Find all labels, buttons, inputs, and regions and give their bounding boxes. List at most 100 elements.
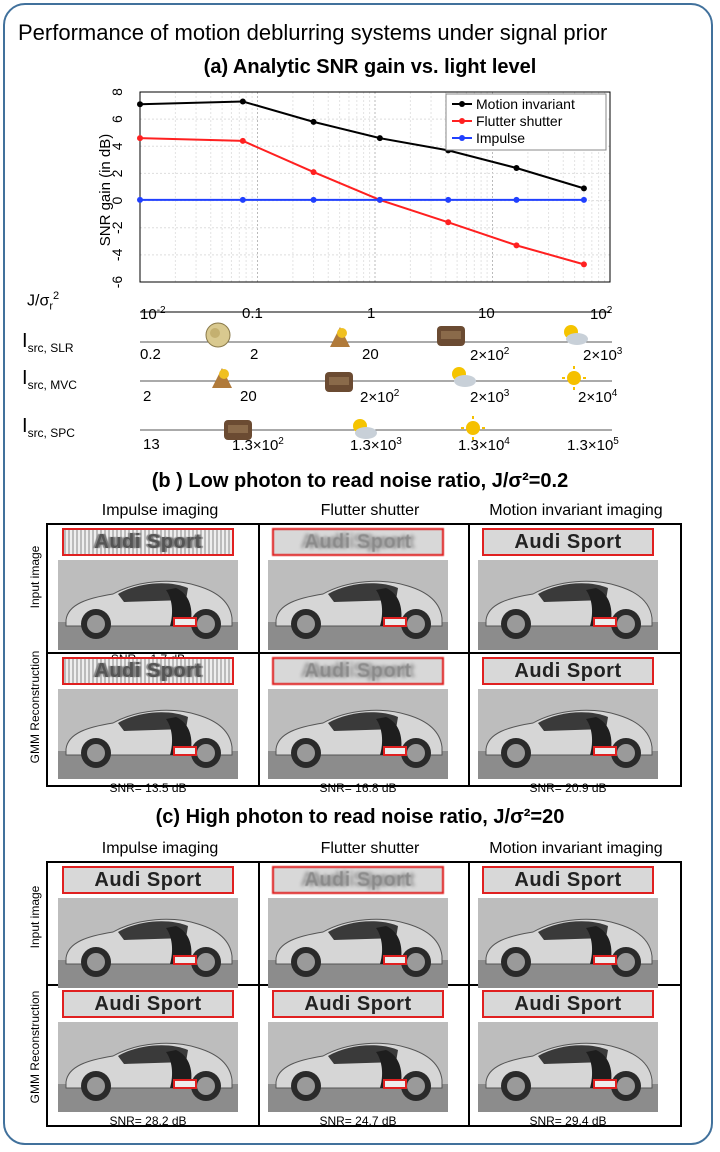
y-tick-label: -6 [109, 276, 125, 289]
snr-label: SNR= 24.7 dB [319, 1114, 397, 1128]
row-header: Input image [28, 885, 42, 949]
x-tick-label: 102 [590, 305, 613, 323]
legend-label: Impulse [476, 130, 525, 146]
legend-marker [459, 135, 465, 141]
chart-axes-box [139, 91, 611, 283]
sunrise-icon [212, 368, 232, 388]
light-scale-graphics [140, 311, 612, 440]
sofa-icon [437, 326, 465, 346]
text-crop: Audi Sport [272, 528, 444, 556]
image-panel: Audi Sport [268, 866, 448, 1011]
column-header: Motion invariant imaging [489, 840, 663, 857]
column-header: Flutter shutter [320, 502, 420, 519]
slr-label: Isrc, SLR [22, 330, 74, 355]
image-panel: Audi Sport [268, 528, 448, 673]
text-crop: Audi Sport [272, 990, 444, 1018]
image-panel: Audi Sport SNR= 28.2 dB [58, 990, 238, 1135]
data-point [513, 242, 520, 249]
section-b-grid [46, 523, 682, 787]
text-crop: Audi Sport [62, 528, 234, 556]
y-axis-label: SNR gain (in dB) [97, 134, 114, 247]
car-image [58, 689, 238, 779]
spc-value: 1.3×105 [567, 436, 619, 454]
text-crop: Audi Sport [272, 866, 444, 894]
x-tick-label: 10 [478, 305, 495, 322]
image-panel: Audi Sport SNR= 24.7 dB [268, 990, 448, 1135]
cloud-sun-icon [452, 367, 476, 387]
sun-icon [461, 416, 485, 440]
mvc-value: 2 [143, 388, 152, 405]
cloud-sun-icon [353, 419, 377, 439]
x-tick-label: 10-2 [140, 305, 166, 323]
data-point [239, 137, 246, 144]
spc-value: 1.3×103 [350, 436, 402, 454]
data-point [137, 101, 143, 108]
text-crop: Audi Sport [62, 866, 234, 894]
data-point [137, 196, 143, 203]
row-header: GMM Reconstruction [28, 990, 42, 1104]
image-panel: Audi Sport [478, 528, 658, 673]
data-point [239, 98, 246, 105]
y-tick-label: 2 [109, 169, 125, 177]
row-header: GMM Reconstruction [28, 650, 42, 764]
spc-value: 1.3×102 [232, 436, 284, 454]
column-header: Impulse imaging [101, 840, 219, 857]
data-point [310, 118, 317, 125]
slr-value: 2 [250, 346, 259, 363]
data-point [137, 135, 143, 142]
car-image [268, 1022, 448, 1112]
mvc-value: 2×103 [470, 388, 510, 406]
image-panel: Audi Sport SNR= 13.5 dB [58, 657, 238, 802]
text-crop: Audi Sport [272, 657, 444, 685]
column-header: Impulse imaging [101, 502, 219, 519]
legend-marker [459, 118, 465, 124]
car-image [58, 1022, 238, 1112]
snr-label: SNR= 28.2 dB [109, 1114, 187, 1128]
data-point [310, 196, 317, 203]
y-tick-label: -2 [109, 221, 125, 234]
column-header: Motion invariant imaging [489, 502, 663, 519]
slr-value: 2×103 [583, 346, 623, 364]
chart-series [137, 98, 587, 268]
car-image [268, 898, 448, 988]
x-tick-label: 0.1 [242, 305, 263, 322]
snr-label: SNR= 13.5 dB [109, 781, 187, 795]
y-tick-label: -4 [109, 248, 125, 261]
text-crop: Audi Sport [482, 866, 654, 894]
y-tick-label: 0 [109, 196, 125, 204]
data-point [580, 196, 587, 203]
snr-label: SNR= 20.9 dB [529, 781, 607, 795]
data-point [580, 185, 587, 192]
mvc-value: 2×102 [360, 388, 400, 406]
snr-gain-chart: 8 6 4 2 0 -2 -4 -6 SNR gain (in dB) Motion inva… [97, 88, 611, 289]
spc-value: 13 [143, 436, 160, 453]
figure-title: Performance of motion deblurring systems… [18, 20, 608, 45]
sofa-icon [224, 420, 252, 440]
figure-frame [3, 3, 713, 1145]
image-panel: Audi Sport SNR= 20.9 dB [478, 657, 658, 802]
spc-label: Isrc, SPC [22, 415, 75, 440]
slr-value: 20 [362, 346, 379, 363]
y-tick-label: 6 [109, 115, 125, 123]
data-point [580, 261, 587, 268]
car-image [58, 898, 238, 988]
text-crop: Audi Sport [482, 657, 654, 685]
image-panel: Audi Sport SNR= 29.4 dB [478, 990, 658, 1135]
moon-icon [205, 322, 231, 348]
data-point [239, 196, 246, 203]
legend-label: Motion invariant [476, 96, 575, 112]
legend-label: Flutter shutter [476, 113, 563, 129]
text-crop: Audi Sport [482, 990, 654, 1018]
data-point [513, 165, 520, 171]
y-tick-label: 4 [109, 142, 125, 150]
x-axis-label: J/σr2 [27, 290, 60, 313]
car-image [268, 560, 448, 650]
mvc-value: 2×104 [578, 388, 618, 406]
column-header: Flutter shutter [320, 840, 420, 857]
slr-value: 2×102 [470, 346, 510, 364]
image-panel: Audi Sport [478, 866, 658, 1011]
text-crop: Audi Sport [62, 990, 234, 1018]
sofa-icon [325, 372, 353, 392]
